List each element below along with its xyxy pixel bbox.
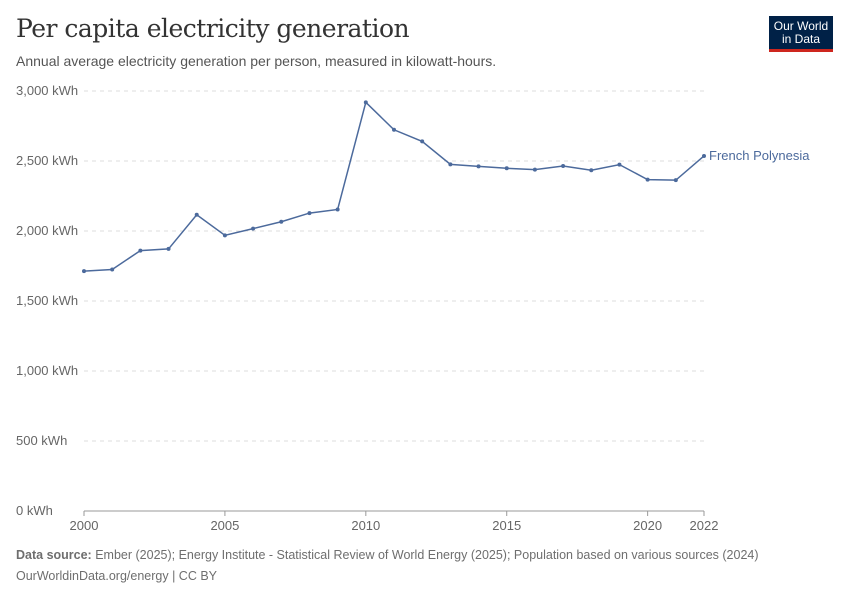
data-point bbox=[194, 212, 199, 217]
data-point bbox=[166, 246, 171, 251]
data-point bbox=[617, 162, 622, 167]
data-point bbox=[448, 162, 453, 167]
data-point bbox=[335, 207, 340, 212]
data-point bbox=[504, 166, 509, 171]
data-point bbox=[420, 139, 425, 144]
data-point bbox=[589, 168, 594, 173]
data-point bbox=[645, 177, 650, 182]
data-point bbox=[222, 233, 227, 238]
y-tick-label: 500 kWh bbox=[16, 433, 67, 448]
data-point bbox=[561, 164, 566, 169]
y-tick-label: 1,000 kWh bbox=[16, 363, 78, 378]
data-source: Data source: Ember (2025); Energy Instit… bbox=[16, 548, 759, 562]
data-point bbox=[673, 178, 678, 183]
footer-url[interactable]: OurWorldinData.org/energy | CC BY bbox=[16, 569, 218, 583]
series-label: French Polynesia bbox=[709, 148, 810, 163]
data-point bbox=[307, 211, 312, 216]
data-point bbox=[532, 167, 537, 172]
x-tick-label: 2000 bbox=[70, 518, 99, 533]
data-point bbox=[110, 267, 115, 272]
x-tick-label: 2022 bbox=[690, 518, 719, 533]
chart-title: Per capita electricity generation bbox=[16, 14, 410, 43]
y-tick-label: 1,500 kWh bbox=[16, 293, 78, 308]
x-tick-label: 2020 bbox=[633, 518, 662, 533]
x-tick-label: 2010 bbox=[351, 518, 380, 533]
owid-logo[interactable]: Our World in Data bbox=[769, 16, 833, 52]
series-line bbox=[83, 100, 705, 272]
y-tick-label: 0 kWh bbox=[16, 503, 53, 518]
data-point bbox=[82, 269, 86, 274]
chart-subtitle: Annual average electricity generation pe… bbox=[16, 53, 497, 69]
y-tick-label: 2,500 kWh bbox=[16, 153, 78, 168]
data-point bbox=[279, 219, 284, 224]
data-point bbox=[363, 100, 368, 105]
data-point bbox=[392, 127, 396, 132]
data-point bbox=[702, 153, 706, 158]
data-point bbox=[251, 226, 256, 231]
y-tick-label: 3,000 kWh bbox=[16, 83, 78, 98]
data-point bbox=[476, 164, 481, 169]
x-tick-label: 2015 bbox=[492, 518, 521, 533]
x-tick-label: 2005 bbox=[210, 518, 239, 533]
y-tick-label: 2,000 kWh bbox=[16, 223, 78, 238]
data-point bbox=[138, 248, 143, 253]
